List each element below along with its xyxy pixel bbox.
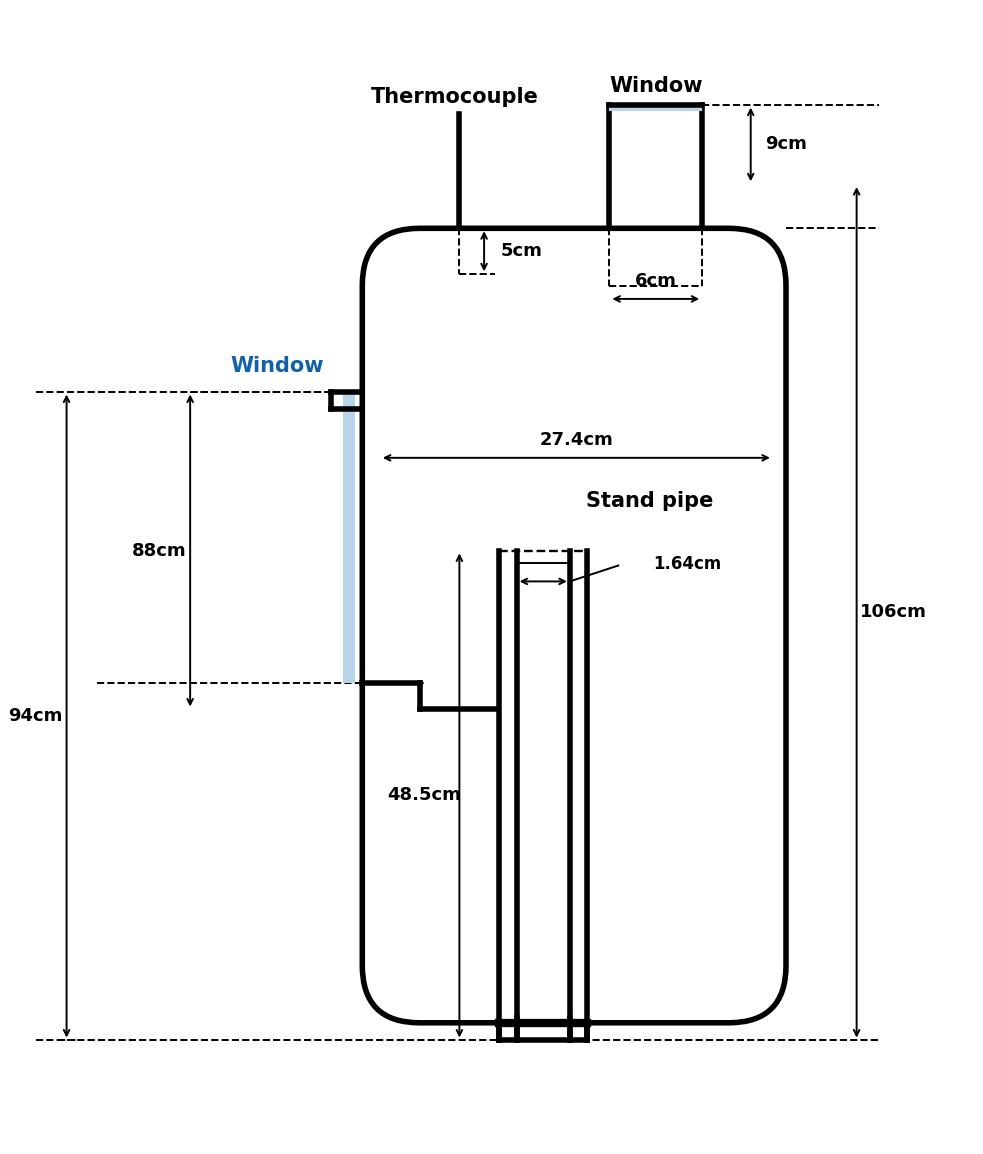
Text: 88cm: 88cm xyxy=(132,541,187,560)
Text: Thermocouple: Thermocouple xyxy=(371,88,539,107)
Text: 27.4cm: 27.4cm xyxy=(540,432,613,449)
Text: 1.64cm: 1.64cm xyxy=(654,555,722,572)
Text: 106cm: 106cm xyxy=(860,604,927,621)
Bar xyxy=(343,391,355,683)
Text: Window: Window xyxy=(231,355,324,376)
Text: 6cm: 6cm xyxy=(635,272,676,291)
Bar xyxy=(609,105,702,111)
Text: 9cm: 9cm xyxy=(765,135,807,153)
Text: 94cm: 94cm xyxy=(9,707,63,725)
Text: 5cm: 5cm xyxy=(500,242,543,261)
Text: Window: Window xyxy=(609,76,703,96)
Text: 48.5cm: 48.5cm xyxy=(387,787,461,804)
Text: Stand pipe: Stand pipe xyxy=(586,490,713,511)
